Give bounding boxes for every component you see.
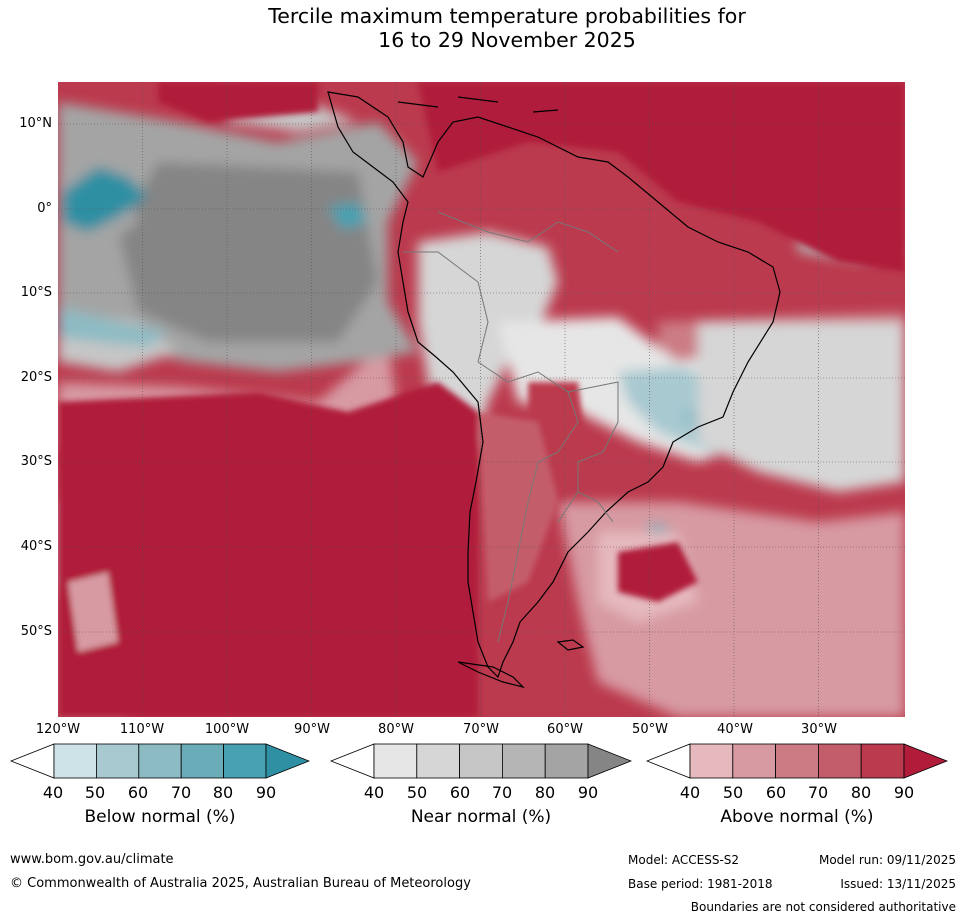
model-run-date: Model run: 09/11/2025 <box>818 853 956 867</box>
lat-label-10n: 10°N <box>19 116 52 131</box>
lat-label-20s: 20°S <box>20 370 52 385</box>
tierra-del-fuego-coast <box>457 661 525 689</box>
issued-date: Issued: 13/11/2025 <box>840 877 956 891</box>
lat-label-50s: 50°S <box>20 624 52 639</box>
near-colorbar-segment-5 <box>544 743 589 779</box>
below-colorbar-upper-extension <box>265 743 310 779</box>
near-tick-40: 40 <box>363 783 385 802</box>
near-colorbar-segment-2 <box>416 743 461 779</box>
graticule <box>58 82 905 717</box>
lon-label-90w: 90°W <box>294 722 330 737</box>
lat-label-30s: 30°S <box>20 454 52 469</box>
below-colorbar-segment-4 <box>180 743 224 779</box>
below-colorbar-segment-5 <box>223 743 267 779</box>
boundaries-disclaimer: Boundaries are not considered authoritat… <box>690 900 956 914</box>
lon-label-80w: 80°W <box>378 722 414 737</box>
above-normal-title: Above normal (%) <box>720 807 874 827</box>
title-line-1: Tercile maximum temperature probabilitie… <box>268 4 746 28</box>
copyright-text: © Commonwealth of Australia 2025, Austra… <box>10 876 471 891</box>
map-title: Tercile maximum temperature probabilitie… <box>0 4 965 52</box>
above-tick-60: 60 <box>765 783 787 802</box>
borders <box>403 211 619 643</box>
above-colorbar-lower-extension <box>646 743 691 779</box>
above-colorbar-segment-4 <box>817 743 862 779</box>
below-tick-70: 70 <box>170 783 192 802</box>
above-tick-40: 40 <box>679 783 701 802</box>
title-line-2: 16 to 29 November 2025 <box>378 28 636 52</box>
below-colorbar-segment-1 <box>53 743 97 779</box>
near-colorbar-segment-4 <box>501 743 546 779</box>
below-tick-90: 90 <box>255 783 277 802</box>
above-colorbar-segment-3 <box>775 743 819 779</box>
base-period: Base period: 1981-2018 <box>628 877 773 891</box>
near-colorbar-segment-3 <box>459 743 503 779</box>
above-tick-80: 80 <box>850 783 872 802</box>
lat-label-0: 0° <box>37 201 52 216</box>
near-colorbar-lower-extension <box>330 743 375 779</box>
lon-label-50w: 50°W <box>632 722 668 737</box>
near-colorbar-upper-extension <box>587 743 632 779</box>
falkland-islands <box>556 639 585 651</box>
near-normal-title: Near normal (%) <box>410 807 552 827</box>
near-tick-50: 50 <box>406 783 428 802</box>
near-tick-60: 60 <box>449 783 471 802</box>
above-tick-90: 90 <box>893 783 915 802</box>
below-colorbar-segment-3 <box>138 743 182 779</box>
model-name: Model: ACCESS-S2 <box>628 853 740 867</box>
lon-label-30w: 30°W <box>801 722 837 737</box>
below-tick-60: 60 <box>127 783 149 802</box>
below-colorbar-segment-2 <box>96 743 140 779</box>
lon-label-120w: 120°W <box>35 722 81 737</box>
lon-label-40w: 40°W <box>717 722 753 737</box>
lon-label-60w: 60°W <box>547 722 583 737</box>
above-colorbar-segment-5 <box>860 743 905 779</box>
probability-map <box>58 82 905 717</box>
below-tick-80: 80 <box>212 783 234 802</box>
near-tick-80: 80 <box>534 783 556 802</box>
near-colorbar-segment-1 <box>373 743 418 779</box>
below-tick-50: 50 <box>84 783 106 802</box>
above-colorbar-segment-2 <box>732 743 777 779</box>
lon-label-110w: 110°W <box>119 722 165 737</box>
shading-layer <box>58 82 905 717</box>
caribbean-islands <box>397 96 559 113</box>
near-tick-90: 90 <box>577 783 599 802</box>
coastlines <box>327 91 781 689</box>
lon-label-70w: 70°W <box>463 722 499 737</box>
above-colorbar-upper-extension <box>903 743 948 779</box>
near-normal-colorbar <box>330 743 632 779</box>
lat-label-10s: 10°S <box>20 285 52 300</box>
above-normal-colorbar <box>646 743 948 779</box>
above-tick-70: 70 <box>807 783 829 802</box>
south-america-coast <box>327 91 781 679</box>
below-normal-colorbar <box>10 743 310 779</box>
above-colorbar-segment-1 <box>689 743 734 779</box>
above-tick-50: 50 <box>722 783 744 802</box>
lon-label-100w: 100°W <box>204 722 250 737</box>
below-tick-40: 40 <box>42 783 64 802</box>
website-link[interactable]: www.bom.gov.au/climate <box>10 852 174 867</box>
lat-label-40s: 40°S <box>20 539 52 554</box>
below-normal-title: Below normal (%) <box>84 807 236 827</box>
near-tick-70: 70 <box>491 783 513 802</box>
below-colorbar-lower-extension <box>10 743 55 779</box>
